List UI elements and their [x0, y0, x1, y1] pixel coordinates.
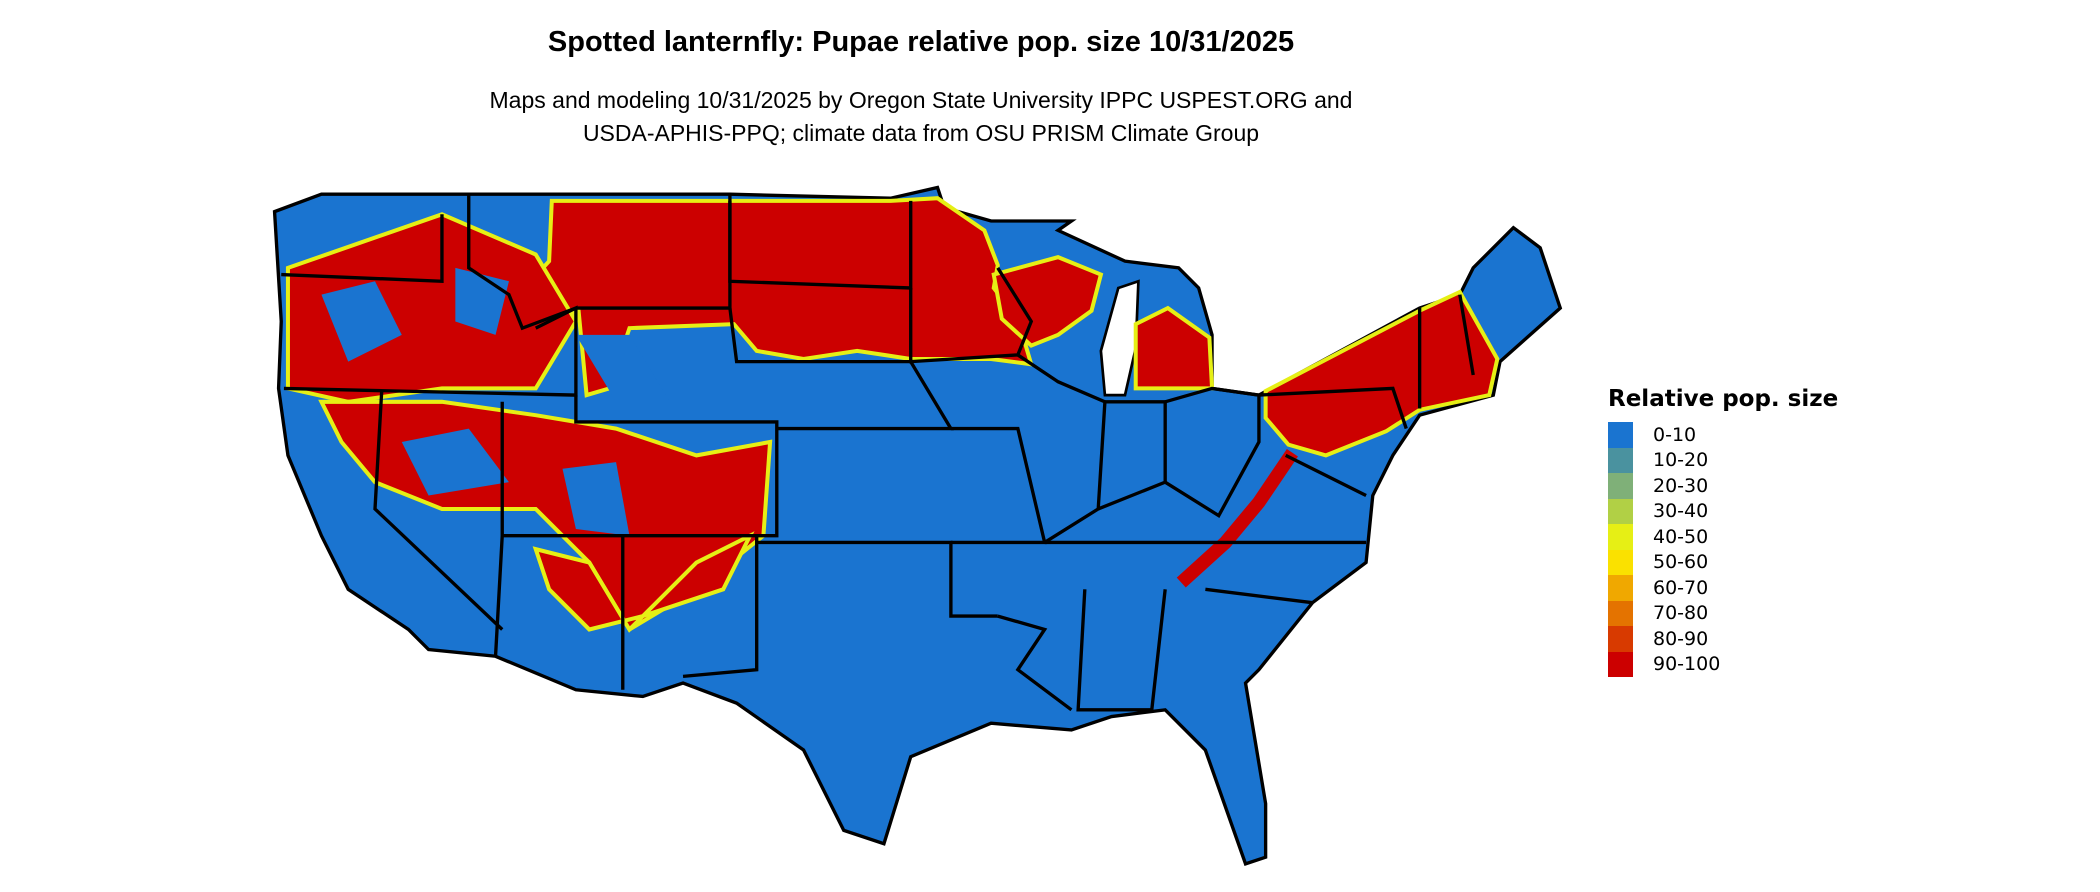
- state-border: [281, 214, 444, 284]
- legend-item: 60-70: [1608, 575, 1838, 601]
- patch: [401, 428, 509, 496]
- legend-item: 10-20: [1608, 447, 1838, 473]
- legend-swatch: [1608, 600, 1633, 626]
- legend-label: 30-40: [1653, 500, 1709, 523]
- legend-item: 20-30: [1608, 473, 1838, 499]
- state-border: [682, 535, 759, 679]
- legend-item: 80-90: [1608, 626, 1838, 652]
- legend-swatch: [1608, 575, 1633, 601]
- map-title: Spotted lanternfly: Pupae relative pop. …: [547, 26, 1295, 58]
- patch: [562, 462, 630, 536]
- legend-label: 0-10: [1653, 423, 1697, 446]
- state-border: [1164, 386, 1261, 519]
- legend-label: 10-20: [1653, 449, 1709, 472]
- state-border: [1205, 587, 1313, 605]
- state-border: [950, 426, 1047, 545]
- michigan-area: [1133, 305, 1215, 391]
- legend-swatch: [1608, 626, 1633, 652]
- patch: [321, 281, 402, 362]
- legend-label: 90-100: [1653, 653, 1721, 676]
- state-border: [574, 395, 779, 538]
- subtitle-line: USDA-APHIS-PPQ; climate data from OSU PR…: [582, 120, 1260, 146]
- northeast-area: [1263, 289, 1500, 458]
- legend-swatch: [1608, 549, 1633, 575]
- legend-swatch: [1608, 651, 1633, 677]
- legend-title: Relative pop. size: [1608, 386, 1839, 412]
- legend-item: 30-40: [1608, 498, 1838, 524]
- state-border: [997, 614, 1073, 712]
- legend-label: 50-60: [1653, 551, 1709, 574]
- southwest-area: [532, 531, 755, 633]
- low-population-patches: [321, 267, 670, 536]
- state-border: [373, 390, 504, 631]
- legend: Relative pop. size 0-10 10-20 20-30 30-40 40…: [1608, 386, 1838, 677]
- legend-swatch: [1608, 422, 1633, 448]
- legend-item: 0-10: [1608, 422, 1838, 448]
- state-border: [1258, 386, 1408, 430]
- legend-label: 80-90: [1653, 627, 1709, 650]
- state-border: [1097, 400, 1167, 511]
- state-border: [467, 194, 732, 331]
- lake-michigan: [1099, 279, 1140, 397]
- legend-swatch: [1608, 524, 1633, 550]
- state-border: [1284, 453, 1367, 498]
- state-border: [1076, 589, 1167, 712]
- map-subtitle: Maps and modeling 10/31/2025 by Oregon S…: [0, 84, 1842, 150]
- state-border: [756, 540, 998, 618]
- legend-item: 50-60: [1608, 549, 1838, 575]
- legend-item: 70-80: [1608, 600, 1838, 626]
- legend-item: 90-100: [1608, 651, 1838, 677]
- appalachian-area: [1176, 448, 1298, 588]
- state-border: [728, 200, 913, 290]
- legend-label: 40-50: [1653, 525, 1709, 548]
- legend-label: 20-30: [1653, 474, 1709, 497]
- upper-midwest-area: [991, 255, 1104, 348]
- state-border: [283, 305, 578, 397]
- legend-label: 70-80: [1653, 602, 1709, 625]
- legend-label: 60-70: [1653, 576, 1709, 599]
- legend-swatch: [1608, 473, 1633, 499]
- state-border: [1458, 294, 1475, 376]
- state-borders: [281, 194, 1475, 712]
- patch: [575, 334, 670, 402]
- subtitle-line: Maps and modeling 10/31/2025 by Oregon S…: [489, 87, 1353, 113]
- legend-swatch: [1608, 498, 1633, 524]
- legend-swatch: [1608, 447, 1633, 473]
- legend-item: 40-50: [1608, 524, 1838, 550]
